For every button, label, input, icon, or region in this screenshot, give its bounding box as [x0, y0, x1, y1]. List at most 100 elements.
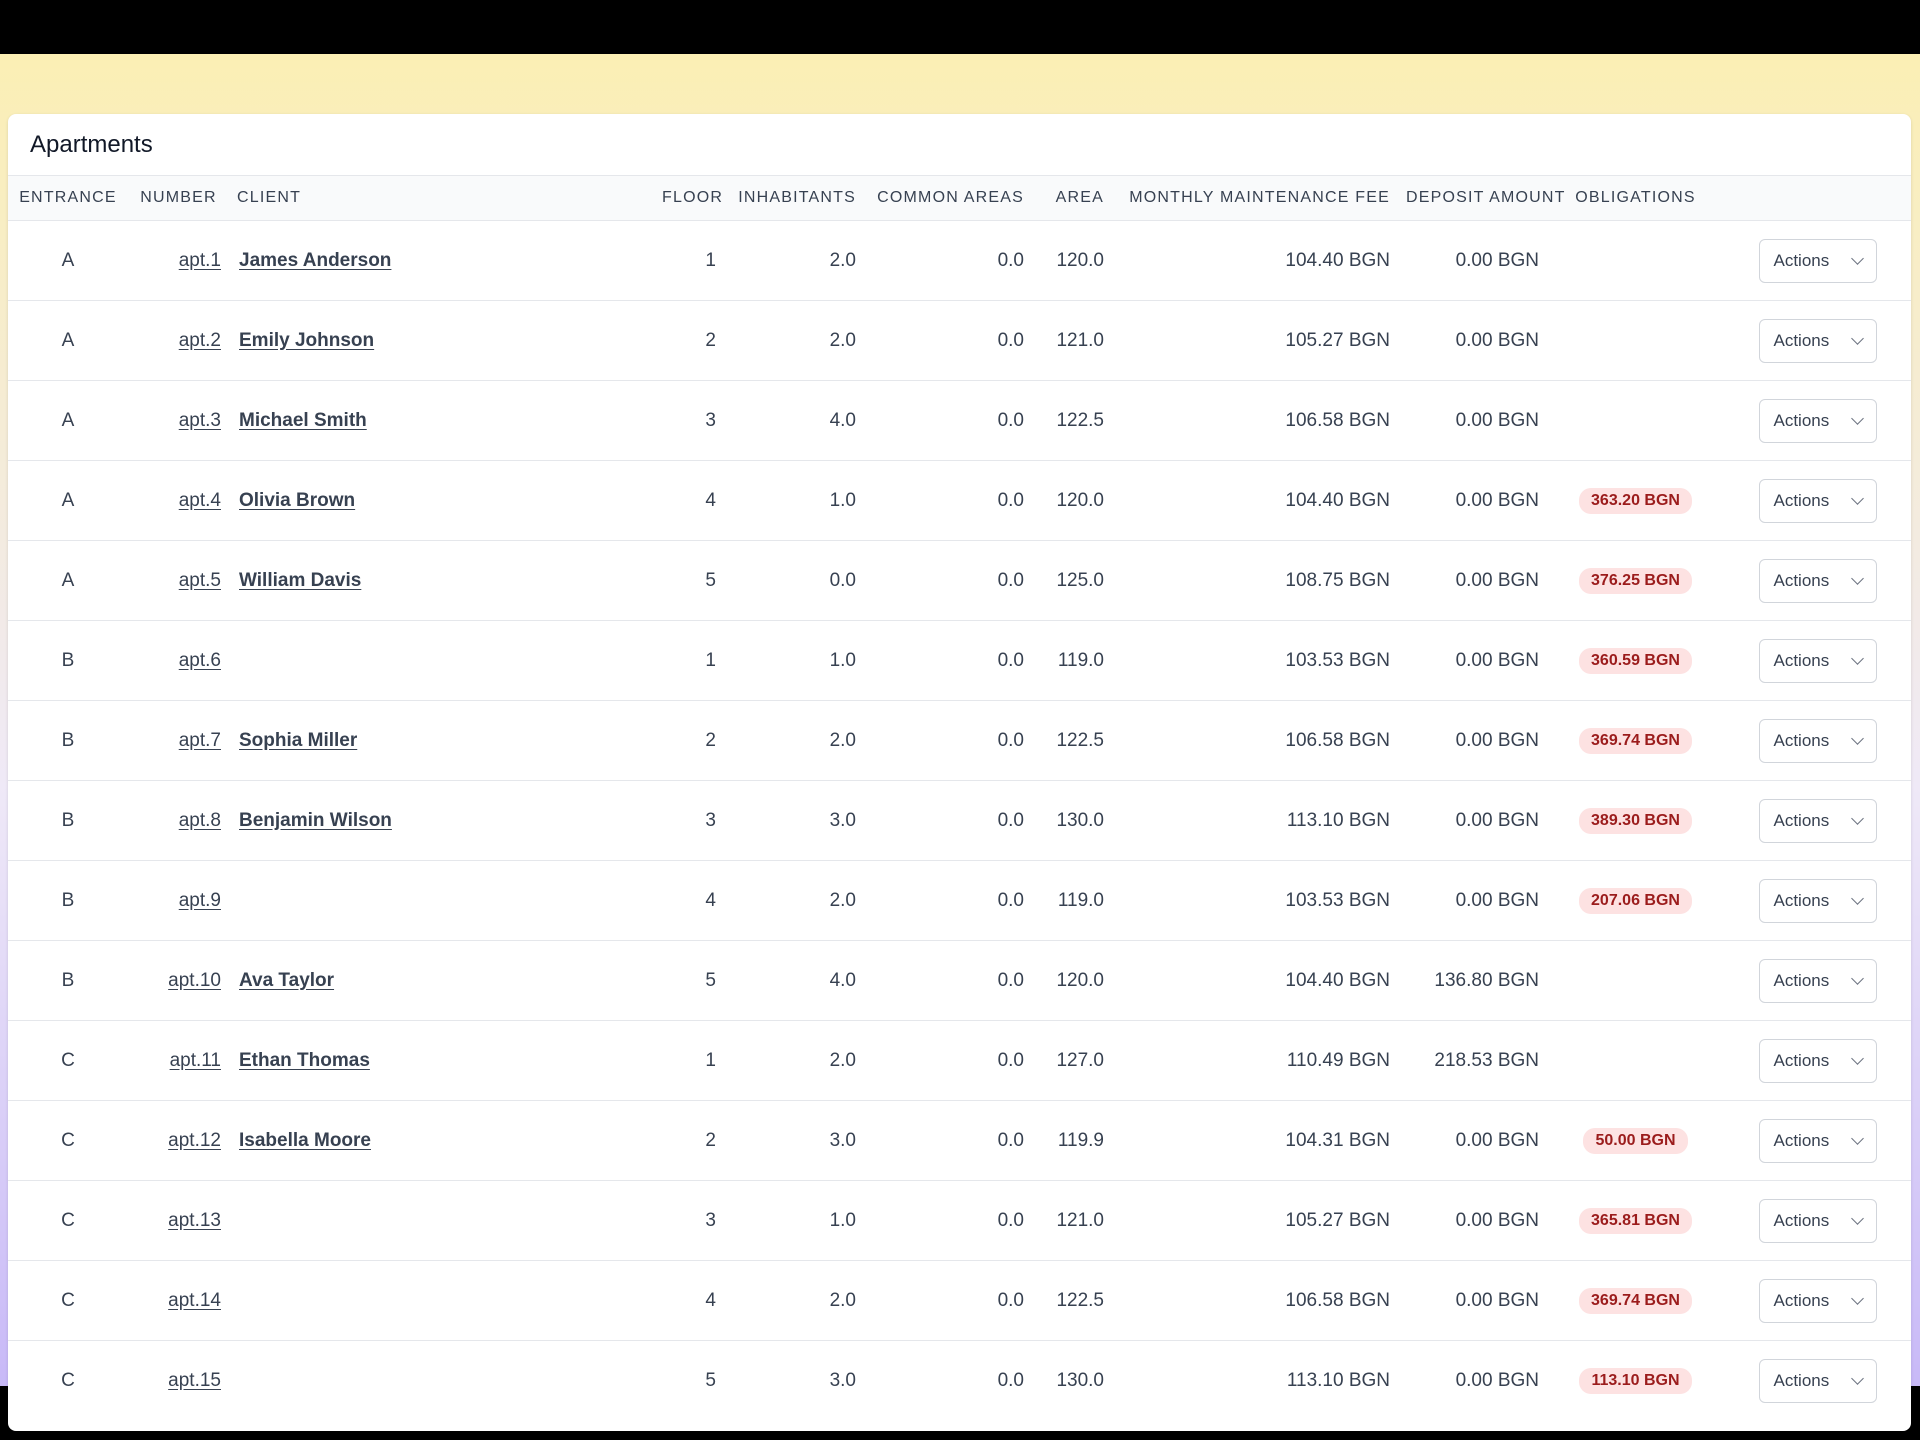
col-obligations[interactable]: Obligations [1547, 176, 1724, 221]
inhabitants-cell: 3.0 [724, 1100, 864, 1181]
apartment-number-link[interactable]: apt.7 [178, 729, 221, 751]
actions-label: Actions [1773, 1290, 1830, 1310]
inhabitants-cell: 1.0 [724, 620, 864, 701]
client-link[interactable]: Michael Smith [239, 409, 367, 431]
deposit-cell: 0.00 BGN [1398, 300, 1547, 381]
actions-dropdown-button[interactable]: Actions [1758, 1278, 1877, 1323]
col-deposit[interactable]: Deposit Amount [1398, 176, 1564, 221]
apartment-number-link[interactable]: apt.9 [178, 889, 221, 911]
chevron-down-icon [1850, 891, 1864, 905]
col-number[interactable]: Number [128, 176, 229, 221]
client-link[interactable]: Sophia Miller [239, 729, 358, 751]
apartment-number-link[interactable]: apt.5 [178, 569, 221, 591]
client-link[interactable]: Benjamin Wilson [239, 809, 392, 831]
apartment-number-link[interactable]: apt.3 [178, 409, 221, 431]
floor-cell: 1 [654, 620, 724, 701]
inhabitants-cell: 1.0 [724, 1180, 864, 1261]
common-areas-cell: 0.0 [864, 620, 1032, 701]
chevron-down-icon [1850, 731, 1864, 745]
actions-dropdown-button[interactable]: Actions [1758, 1198, 1877, 1243]
entrance-cell: C [8, 1180, 128, 1261]
client-link[interactable]: Ethan Thomas [239, 1049, 370, 1071]
area-cell: 122.5 [1032, 380, 1112, 461]
apartment-number-link[interactable]: apt.14 [168, 1289, 221, 1311]
actions-dropdown-button[interactable]: Actions [1758, 638, 1877, 683]
actions-dropdown-button[interactable]: Actions [1758, 958, 1877, 1003]
actions-dropdown-button[interactable]: Actions [1758, 558, 1877, 603]
client-link[interactable]: Emily Johnson [239, 329, 375, 351]
apartment-number-link[interactable]: apt.4 [178, 489, 221, 511]
client-link[interactable]: Olivia Brown [239, 489, 356, 511]
col-inhabitants[interactable]: Inhabitants [724, 176, 864, 221]
entrance-cell: C [61, 1369, 75, 1391]
col-entrance[interactable]: Entrance [8, 176, 128, 221]
monthly-fee-cell: 104.40 BGN [1112, 940, 1398, 1021]
apartment-number-link[interactable]: apt.15 [168, 1369, 221, 1391]
client-link[interactable]: James Anderson [239, 249, 392, 271]
actions-label: Actions [1773, 1050, 1830, 1070]
actions-dropdown-button[interactable]: Actions [1758, 1358, 1877, 1403]
deposit-cell: 0.00 BGN [1398, 1180, 1547, 1261]
common-areas-cell: 0.0 [864, 1260, 1032, 1341]
apartment-number-link[interactable]: apt.12 [168, 1129, 221, 1151]
client-link[interactable]: William Davis [239, 569, 362, 591]
actions-label: Actions [1773, 810, 1830, 830]
floor-cell: 5 [705, 1369, 716, 1391]
floor-cell: 3 [654, 380, 724, 461]
common-areas-cell: 0.0 [864, 1180, 1032, 1261]
deposit-cell: 136.80 BGN [1398, 940, 1547, 1021]
deposit-cell: 0.00 BGN [1455, 1369, 1539, 1391]
chevron-down-icon [1850, 1131, 1864, 1145]
apartment-number-link[interactable]: apt.10 [168, 969, 221, 991]
apartment-number-link[interactable]: apt.8 [178, 809, 221, 831]
actions-label: Actions [1773, 570, 1830, 590]
actions-label: Actions [1773, 730, 1830, 750]
col-common-areas[interactable]: Common Areas [864, 176, 1032, 221]
apartment-number-link[interactable]: apt.1 [178, 249, 221, 271]
actions-label: Actions [1773, 410, 1830, 430]
actions-dropdown-button[interactable]: Actions [1758, 878, 1877, 923]
deposit-cell: 0.00 BGN [1398, 540, 1547, 621]
actions-dropdown-button[interactable]: Actions [1758, 798, 1877, 843]
col-area[interactable]: Area [1032, 176, 1112, 221]
area-cell: 119.0 [1032, 860, 1112, 941]
inhabitants-cell: 2.0 [724, 1020, 864, 1101]
apartment-number-link[interactable]: apt.13 [168, 1209, 221, 1231]
floor-cell: 2 [654, 300, 724, 381]
actions-dropdown-button[interactable]: Actions [1758, 318, 1877, 363]
apartment-number-link[interactable]: apt.2 [178, 329, 221, 351]
common-areas-cell: 0.0 [864, 780, 1032, 861]
actions-dropdown-button[interactable]: Actions [1758, 1038, 1877, 1083]
floor-cell: 4 [654, 860, 724, 941]
actions-dropdown-button[interactable]: Actions [1758, 238, 1877, 283]
floor-cell: 1 [654, 220, 724, 301]
monthly-fee-cell: 110.49 BGN [1112, 1020, 1398, 1101]
actions-dropdown-button[interactable]: Actions [1758, 398, 1877, 443]
client-link[interactable]: Ava Taylor [239, 969, 335, 991]
entrance-cell: B [8, 780, 128, 861]
chevron-down-icon [1850, 331, 1864, 345]
actions-dropdown-button[interactable]: Actions [1758, 478, 1877, 523]
area-cell: 119.0 [1032, 620, 1112, 701]
actions-dropdown-button[interactable]: Actions [1758, 718, 1877, 763]
client-link[interactable]: Isabella Moore [239, 1129, 371, 1151]
area-cell: 119.9 [1032, 1100, 1112, 1181]
col-floor[interactable]: Floor [654, 176, 724, 221]
monthly-fee-cell: 104.40 BGN [1112, 220, 1398, 301]
apartment-number-link[interactable]: apt.6 [178, 649, 221, 671]
obligation-badge: 389.30 BGN [1579, 807, 1692, 834]
col-monthly-fee[interactable]: Monthly Maintenance Fee [1112, 176, 1398, 221]
floor-cell: 4 [654, 460, 724, 541]
apartment-number-link[interactable]: apt.11 [169, 1049, 221, 1071]
deposit-cell: 0.00 BGN [1398, 860, 1547, 941]
actions-dropdown-button[interactable]: Actions [1758, 1118, 1877, 1163]
monthly-fee-cell: 105.27 BGN [1112, 1180, 1398, 1261]
entrance-cell: A [8, 300, 128, 381]
common-areas-cell: 0.0 [864, 1100, 1032, 1181]
col-client[interactable]: Client [229, 176, 654, 221]
actions-label: Actions [1773, 1130, 1830, 1150]
